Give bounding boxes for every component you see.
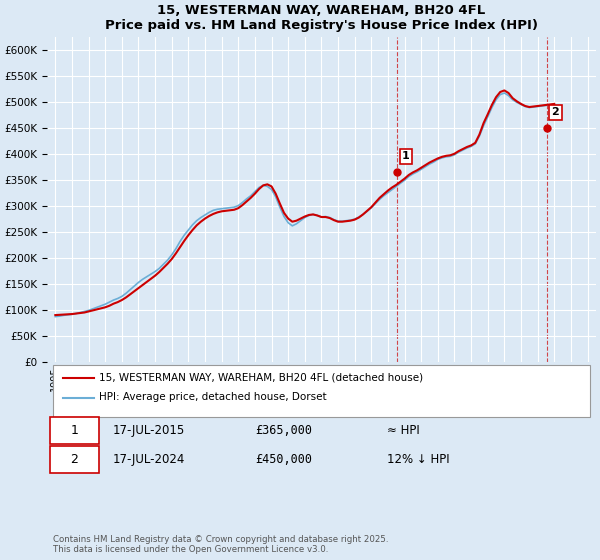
Text: 2: 2 — [551, 108, 559, 118]
Text: £365,000: £365,000 — [256, 424, 313, 437]
Text: 17-JUL-2024: 17-JUL-2024 — [113, 453, 185, 466]
Title: 15, WESTERMAN WAY, WAREHAM, BH20 4FL
Price paid vs. HM Land Registry's House Pri: 15, WESTERMAN WAY, WAREHAM, BH20 4FL Pri… — [105, 4, 538, 32]
Text: HPI: Average price, detached house, Dorset: HPI: Average price, detached house, Dors… — [99, 393, 327, 402]
Text: ≈ HPI: ≈ HPI — [387, 424, 420, 437]
Text: Contains HM Land Registry data © Crown copyright and database right 2025.
This d: Contains HM Land Registry data © Crown c… — [53, 535, 388, 554]
Text: 17-JUL-2015: 17-JUL-2015 — [113, 424, 185, 437]
Text: 15, WESTERMAN WAY, WAREHAM, BH20 4FL (detached house): 15, WESTERMAN WAY, WAREHAM, BH20 4FL (de… — [99, 372, 423, 382]
FancyBboxPatch shape — [50, 417, 99, 444]
FancyBboxPatch shape — [50, 446, 99, 473]
Text: 2: 2 — [71, 453, 79, 466]
Text: 1: 1 — [71, 424, 79, 437]
FancyBboxPatch shape — [53, 366, 590, 417]
Text: 12% ↓ HPI: 12% ↓ HPI — [387, 453, 450, 466]
Text: 1: 1 — [402, 151, 410, 161]
Text: £450,000: £450,000 — [256, 453, 313, 466]
